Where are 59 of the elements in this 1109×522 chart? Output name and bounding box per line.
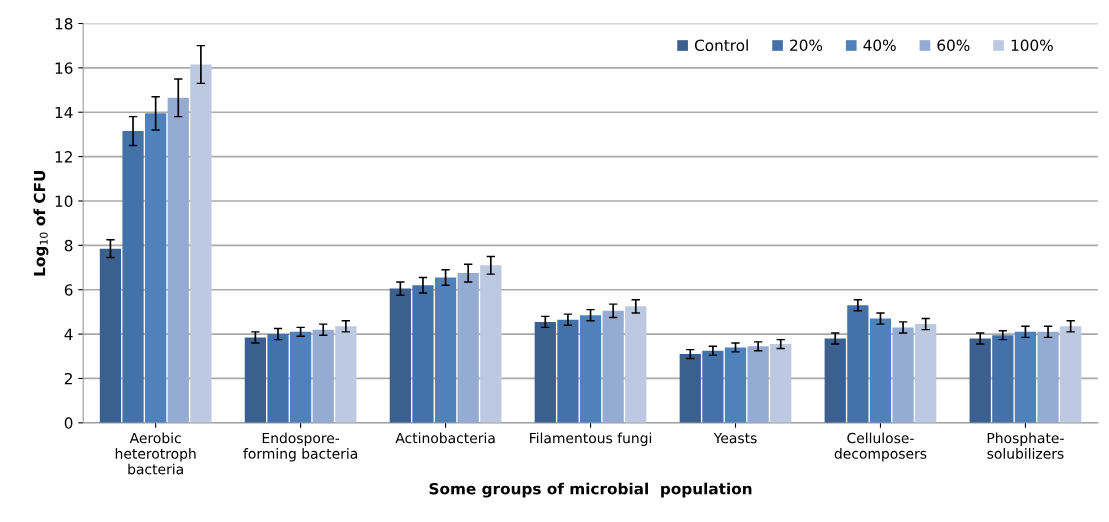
x-tick-label: Phosphate- solubilizers bbox=[987, 432, 1064, 459]
bar bbox=[557, 319, 579, 423]
bar bbox=[289, 331, 312, 423]
bar bbox=[267, 334, 289, 423]
bar bbox=[892, 327, 914, 423]
bar bbox=[579, 315, 602, 423]
bar bbox=[412, 285, 434, 423]
bar bbox=[122, 131, 144, 423]
x-tick-label: Actinobacteria bbox=[395, 432, 495, 444]
bar bbox=[457, 273, 479, 423]
bar bbox=[915, 324, 937, 423]
bar bbox=[534, 321, 556, 423]
bar bbox=[992, 335, 1014, 423]
bar bbox=[602, 310, 624, 423]
x-tick-label: Cellulose- decomposers bbox=[834, 432, 927, 462]
bar bbox=[335, 326, 357, 423]
bar bbox=[145, 113, 167, 423]
y-tick-label: 0 bbox=[64, 417, 73, 429]
x-tick-label: Filamentous fungi bbox=[530, 432, 652, 446]
y-tick-label: 2 bbox=[64, 372, 72, 385]
x-tick-label: Yeasts bbox=[713, 432, 757, 444]
bar bbox=[847, 305, 869, 423]
legend-label: Control bbox=[694, 39, 748, 52]
bar bbox=[99, 248, 122, 423]
bar bbox=[190, 64, 212, 423]
bar bbox=[724, 347, 747, 423]
legend-label: 100% bbox=[1011, 39, 1053, 52]
legend-label: 40% bbox=[863, 39, 896, 52]
bar bbox=[824, 338, 846, 423]
bar bbox=[312, 329, 334, 423]
y-tick-label: 4 bbox=[64, 328, 73, 340]
y-tick-label: 12 bbox=[55, 151, 72, 163]
bar bbox=[167, 97, 189, 423]
bar bbox=[869, 318, 892, 423]
y-tick-label: 14 bbox=[55, 106, 73, 119]
bar bbox=[480, 265, 502, 423]
y-tick-label: 10 bbox=[55, 195, 73, 207]
bar bbox=[747, 346, 769, 423]
bar bbox=[679, 354, 701, 423]
legend-label: 60% bbox=[937, 39, 970, 52]
bar bbox=[1060, 326, 1082, 423]
bar bbox=[244, 337, 267, 423]
bar bbox=[770, 344, 792, 423]
bar bbox=[434, 277, 457, 423]
y-tick-label: 6 bbox=[64, 284, 73, 296]
legend-label: 20% bbox=[790, 39, 823, 52]
y-tick-label: 18 bbox=[55, 17, 73, 30]
y-axis-title: Log$_{10}$ of CFU bbox=[33, 171, 49, 276]
bar bbox=[969, 338, 991, 423]
bar bbox=[1037, 331, 1059, 423]
bar bbox=[625, 306, 647, 423]
x-tick-label: Aerobic heterotroph bacteria bbox=[115, 432, 196, 475]
x-tick-label: Endospore- forming bacteria bbox=[243, 432, 358, 462]
bar bbox=[1014, 331, 1037, 423]
y-tick-label: 8 bbox=[64, 239, 73, 252]
x-axis-title: Some groups of microbial population bbox=[429, 482, 752, 498]
bar bbox=[702, 350, 724, 423]
y-tick-label: 16 bbox=[55, 62, 73, 74]
bar bbox=[389, 288, 411, 423]
